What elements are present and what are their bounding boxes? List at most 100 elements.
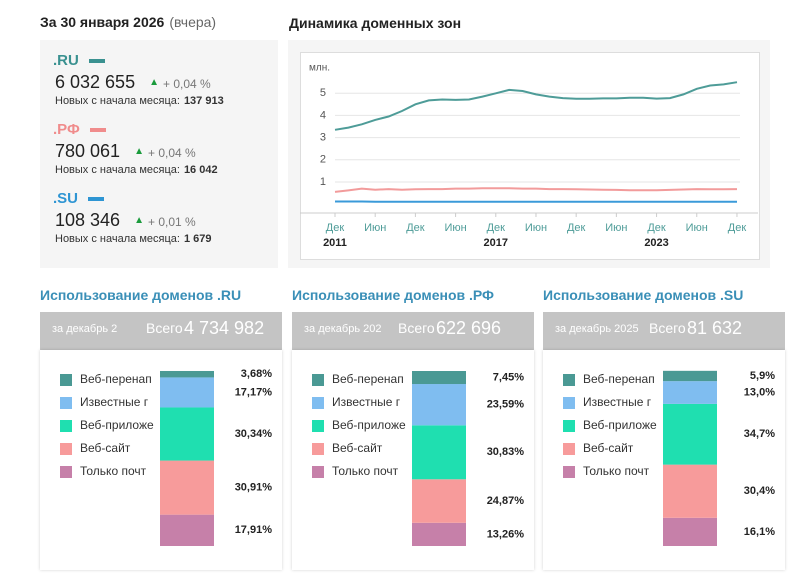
bar-segment <box>160 407 214 461</box>
series-line <box>334 187 738 193</box>
value-label: 30,34% <box>235 428 273 440</box>
legend-label: Известные г <box>80 395 149 409</box>
total-value: 4 734 982 <box>184 318 265 338</box>
x-tick-label: Дек <box>406 222 425 234</box>
y-tick-label: 4 <box>320 109 326 121</box>
zone-new-value: 16 042 <box>183 164 218 176</box>
value-label: 5,9% <box>750 370 775 382</box>
x-tick-label: Дек <box>728 222 747 234</box>
bar-segment <box>663 370 717 382</box>
x-year-label: 2011 <box>323 237 347 249</box>
legend-swatch <box>563 420 575 432</box>
zone-total: 780 061 <box>55 141 121 161</box>
bar-segment <box>663 517 717 546</box>
bar-segment <box>412 384 466 426</box>
x-tick-label: Дек <box>567 222 586 234</box>
bar-segment <box>412 479 466 523</box>
stacked-bar-chart: Веб-перенап Известные г Веб-приложе Веб-сай… <box>563 370 775 546</box>
up-arrow: ▲ <box>149 77 159 88</box>
panel-header <box>40 312 282 350</box>
value-label: 13,26% <box>487 528 525 540</box>
zone-new-value: 1 679 <box>183 233 212 245</box>
summary-note: (вчера) <box>169 14 217 30</box>
legend-swatch <box>563 397 575 409</box>
value-label: 30,83% <box>487 446 525 458</box>
chart-title: Динамика доменных зон <box>289 15 462 31</box>
y-unit: млн. <box>309 63 330 74</box>
legend-swatch <box>60 420 72 432</box>
bar-segment <box>160 514 214 546</box>
value-label: 17,91% <box>235 524 273 536</box>
zone-change: + 0,01 % <box>147 215 196 229</box>
zone-total-row: 6 032 655 ▲ + 0,04 % <box>55 72 211 93</box>
summary-title: За 30 января 2026 (вчера) <box>40 14 216 30</box>
legend-label: Веб-перенап <box>583 372 655 386</box>
y-tick-label: 2 <box>320 154 326 166</box>
zone-name: .RU <box>53 52 105 69</box>
legend-swatch <box>60 443 72 455</box>
subtitle: за декабрь 2025 <box>555 323 639 335</box>
legend-swatch <box>312 397 324 409</box>
value-label: 24,87% <box>487 495 525 507</box>
value-label: 13,0% <box>744 386 775 398</box>
x-tick-label: Дек <box>487 222 506 234</box>
value-label: 30,4% <box>744 485 775 497</box>
x-tick-label: Июн <box>525 222 547 234</box>
zone-new-label: Новых с начала месяца: <box>55 233 180 245</box>
chart-title: Использование доменов .РФ <box>292 287 495 303</box>
legend-label: Веб-сайт <box>583 441 634 455</box>
legend-swatch <box>60 374 72 386</box>
legend-swatch <box>563 443 575 455</box>
x-year-label: 2017 <box>484 237 508 249</box>
legend-swatch <box>312 374 324 386</box>
bar-segment <box>160 370 214 378</box>
summary-date: За 30 января 2026 <box>40 14 165 30</box>
zone-new-label: Новых с начала месяца: <box>55 164 180 176</box>
up-arrow: ▲ <box>134 215 144 226</box>
y-tick-label: 3 <box>320 132 326 144</box>
value-label: 23,59% <box>487 399 525 411</box>
x-tick-label: Июн <box>605 222 627 234</box>
subtitle: за декабрь 202 <box>304 323 382 335</box>
series-line <box>334 81 738 131</box>
legend-label: Веб-приложе <box>80 418 154 432</box>
zone-label: .РФ <box>53 121 80 138</box>
zone-total-row: 108 346 ▲ + 0,01 % <box>55 210 196 231</box>
legend-label: Веб-сайт <box>332 441 383 455</box>
zone-new-row: Новых с начала месяца: 137 913 <box>55 95 224 107</box>
zone-change: + 0,04 % <box>162 77 211 91</box>
legend-swatch <box>60 397 72 409</box>
value-label: 30,91% <box>235 482 273 494</box>
legend-swatch <box>312 466 324 478</box>
total-value: 81 632 <box>687 318 743 338</box>
x-tick-label: Июн <box>444 222 466 234</box>
legend-swatch <box>312 420 324 432</box>
value-label: 3,68% <box>241 368 272 380</box>
legend-swatch <box>563 374 575 386</box>
zone-swatch <box>89 128 106 133</box>
value-label: 7,45% <box>493 371 524 383</box>
line-plot-area <box>300 52 760 260</box>
bar-segment <box>412 425 466 480</box>
summary-panel <box>40 40 278 268</box>
total-label: Всего <box>649 320 686 336</box>
total-label: Всего <box>146 320 183 336</box>
legend-label: Веб-перенап <box>80 372 152 386</box>
bar-segment <box>160 377 214 408</box>
zone-new-row: Новых с начала месяца: 16 042 <box>55 164 218 176</box>
legend-label: Только почт <box>583 464 650 478</box>
x-tick-label: Июн <box>686 222 708 234</box>
bar-segment <box>663 403 717 465</box>
zone-total: 108 346 <box>55 210 121 230</box>
zone-new-label: Новых с начала месяца: <box>55 95 180 107</box>
legend-swatch <box>563 466 575 478</box>
zone-new-row: Новых с начала месяца: 1 679 <box>55 233 211 245</box>
legend-label: Веб-приложе <box>583 418 657 432</box>
value-label: 16,1% <box>744 526 775 538</box>
x-tick-label: Июн <box>364 222 386 234</box>
total-label: Всего <box>398 320 435 336</box>
x-tick-label: Дек <box>326 222 345 234</box>
up-arrow: ▲ <box>134 146 144 157</box>
bar-segment <box>412 371 466 385</box>
